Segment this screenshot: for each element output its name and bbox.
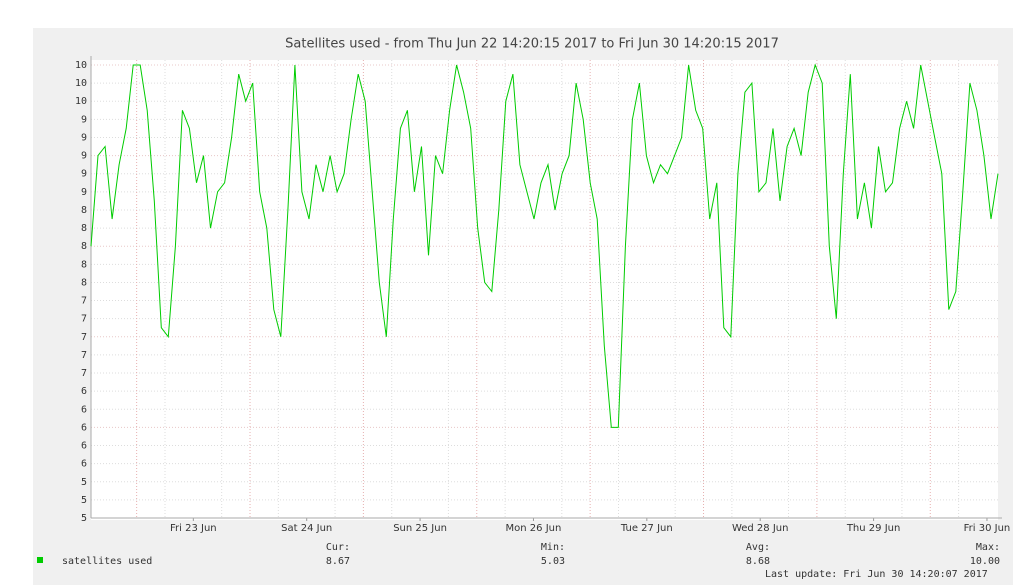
- y-tick-label: 6: [81, 404, 87, 415]
- plot-area: [91, 60, 998, 520]
- series-line: [90, 63, 999, 428]
- x-tick-label: Mon 26 Jun: [506, 523, 562, 534]
- stat-label: Min:: [541, 542, 565, 553]
- x-tick-label: Sun 25 Jun: [393, 523, 447, 534]
- y-tick-label: 5: [81, 513, 87, 524]
- legend-label: satellites used: [62, 556, 152, 567]
- stat-value: 10.00: [970, 556, 1000, 567]
- stat-label: Avg:: [746, 542, 770, 553]
- y-tick-label: 6: [81, 422, 87, 433]
- last-update: Last update: Fri Jun 30 14:20:07 2017: [765, 569, 988, 580]
- y-tick-label: 5: [81, 495, 87, 506]
- y-tick-label: 7: [81, 368, 87, 379]
- x-tick-label: Wed 28 Jun: [732, 523, 789, 534]
- y-tick-label: 7: [81, 314, 87, 325]
- y-tick-label: 5: [81, 477, 87, 488]
- y-tick-label: 8: [81, 259, 87, 270]
- x-tick-label: Fri 23 Jun: [170, 523, 217, 534]
- y-tick-label: 10: [75, 78, 87, 89]
- legend-swatch: [37, 557, 43, 563]
- y-tick-label: 9: [81, 114, 87, 125]
- y-tick-label: 9: [81, 151, 87, 162]
- stat-value: 8.68: [746, 556, 770, 567]
- y-tick-label: 8: [81, 223, 87, 234]
- y-tick-label: 10: [75, 60, 87, 71]
- y-tick-label: 7: [81, 350, 87, 361]
- y-tick-label: 9: [81, 169, 87, 180]
- y-tick-label: 8: [81, 205, 87, 216]
- x-tick-label: Sat 24 Jun: [281, 523, 332, 534]
- y-tick-label: 9: [81, 132, 87, 143]
- y-tick-label: 8: [81, 241, 87, 252]
- y-tick-label: 9: [81, 187, 87, 198]
- y-tick-label: 7: [81, 332, 87, 343]
- stat-label: Cur:: [326, 542, 350, 553]
- x-tick-label: Thu 29 Jun: [846, 523, 901, 534]
- stat-value: 5.03: [541, 556, 565, 567]
- y-tick-label: 7: [81, 296, 87, 307]
- stat-value: 8.67: [326, 556, 350, 567]
- x-tick-label: Tue 27 Jun: [620, 523, 673, 534]
- x-tick-label: Fri 30 Jun: [964, 523, 1011, 534]
- y-tick-label: 6: [81, 459, 87, 470]
- y-tick-label: 6: [81, 386, 87, 397]
- y-tick-label: 6: [81, 441, 87, 452]
- y-tick-label: 8: [81, 277, 87, 288]
- chart-title: Satellites used - from Thu Jun 22 14:20:…: [285, 37, 779, 52]
- y-tick-label: 10: [75, 96, 87, 107]
- stat-label: Max:: [976, 542, 1000, 553]
